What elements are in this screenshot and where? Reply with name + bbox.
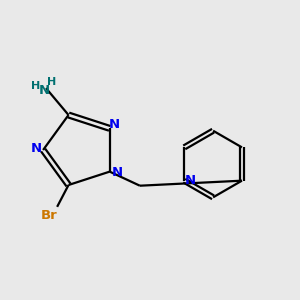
Text: N: N bbox=[31, 142, 42, 155]
Text: H: H bbox=[31, 81, 40, 92]
Text: N: N bbox=[109, 118, 120, 131]
Text: N: N bbox=[112, 166, 123, 179]
Text: N: N bbox=[185, 174, 196, 187]
Text: Br: Br bbox=[41, 209, 57, 222]
Text: H: H bbox=[47, 77, 56, 87]
Text: N: N bbox=[39, 84, 50, 98]
